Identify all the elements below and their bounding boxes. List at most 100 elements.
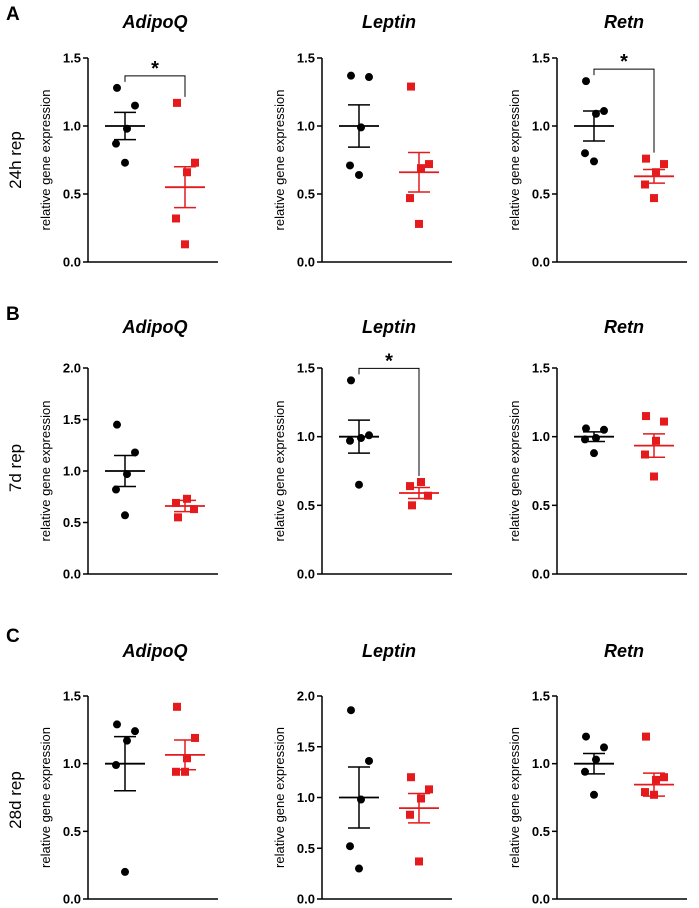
data-point bbox=[347, 71, 355, 80]
data-point bbox=[590, 449, 598, 458]
chart-panel: C 28d rep AdipoQ relative gene expression 0.… bbox=[6, 626, 218, 907]
y-tick-label: 0.5 bbox=[63, 824, 81, 839]
data-point bbox=[357, 434, 365, 443]
data-point bbox=[592, 434, 600, 443]
data-point bbox=[121, 867, 129, 876]
y-tick-label: 0.0 bbox=[63, 892, 81, 907]
y-axis-label: relative gene expression bbox=[272, 401, 287, 542]
y-tick-label: 1.5 bbox=[63, 689, 81, 704]
data-point bbox=[346, 436, 354, 445]
data-point bbox=[650, 194, 658, 203]
data-point bbox=[581, 435, 589, 444]
y-axis-label: relative gene expression bbox=[38, 401, 53, 542]
y-tick-label: 0.5 bbox=[63, 187, 81, 202]
y-axis-label: relative gene expression bbox=[38, 727, 53, 868]
data-point bbox=[191, 733, 199, 742]
panel-letter: C bbox=[6, 626, 20, 647]
data-point bbox=[365, 431, 373, 440]
data-point bbox=[173, 98, 181, 107]
data-point bbox=[355, 480, 363, 489]
data-point bbox=[365, 73, 373, 82]
y-tick-label: 0.5 bbox=[297, 498, 315, 513]
data-point bbox=[113, 420, 121, 429]
chart-title: Retn bbox=[604, 317, 644, 337]
data-point bbox=[417, 794, 425, 803]
y-tick-label: 0.5 bbox=[297, 841, 315, 856]
data-point bbox=[346, 161, 354, 170]
data-point bbox=[172, 214, 180, 223]
data-point bbox=[123, 736, 131, 745]
data-point bbox=[407, 82, 415, 91]
chart-panel: Retn relative gene expression 0.0 0.5 1.0 1.5… bbox=[507, 12, 687, 270]
chart-panel: Leptin relative gene expression 0.0 0.5 1.0 1… bbox=[272, 317, 452, 582]
y-tick-label: 1.0 bbox=[532, 429, 550, 444]
data-point bbox=[183, 754, 191, 763]
y-tick-label: 0.0 bbox=[532, 255, 550, 270]
data-point bbox=[346, 842, 354, 851]
data-point bbox=[600, 743, 608, 752]
data-point bbox=[123, 124, 131, 133]
y-tick-label: 0.0 bbox=[63, 567, 81, 582]
data-point bbox=[355, 864, 363, 873]
data-point bbox=[112, 139, 120, 148]
chart-title: Retn bbox=[604, 12, 644, 32]
data-point bbox=[660, 160, 668, 169]
y-tick-label: 1.0 bbox=[63, 464, 81, 479]
y-axis-label: relative gene expression bbox=[272, 727, 287, 868]
data-point bbox=[191, 158, 199, 167]
significance-star: * bbox=[151, 58, 159, 80]
data-point bbox=[408, 501, 416, 510]
significance-star: * bbox=[620, 51, 628, 73]
y-axis-label: relative gene expression bbox=[38, 90, 53, 231]
data-point bbox=[415, 219, 423, 228]
y-axis-label: relative gene expression bbox=[272, 90, 287, 231]
y-tick-label: 1.5 bbox=[532, 689, 550, 704]
data-point bbox=[650, 472, 658, 481]
significance-bracket bbox=[124, 75, 186, 97]
data-point bbox=[357, 123, 365, 132]
chart-panel: B 7d rep AdipoQ relative gene expression 0.0… bbox=[6, 304, 218, 582]
chart-title: AdipoQ bbox=[122, 12, 188, 32]
panel-letter: B bbox=[6, 304, 20, 325]
data-point bbox=[424, 491, 432, 500]
data-point bbox=[406, 482, 414, 491]
chart-panel: A 24h rep AdipoQ relative gene expression 0.… bbox=[6, 4, 218, 270]
y-tick-label: 0.0 bbox=[297, 255, 315, 270]
data-point bbox=[355, 170, 363, 179]
data-point bbox=[641, 450, 649, 459]
y-tick-label: 0.0 bbox=[532, 892, 550, 907]
y-tick-label: 0.0 bbox=[297, 892, 315, 907]
data-point bbox=[582, 77, 590, 86]
data-point bbox=[113, 720, 121, 729]
data-point bbox=[417, 477, 425, 486]
chart-panel: Retn relative gene expression 0.0 0.5 1.0 1.5 bbox=[507, 317, 687, 582]
y-tick-label: 0.5 bbox=[297, 187, 315, 202]
y-tick-label: 2.0 bbox=[297, 689, 315, 704]
y-tick-label: 1.0 bbox=[297, 429, 315, 444]
data-point bbox=[406, 810, 414, 819]
y-tick-label: 0.5 bbox=[532, 498, 550, 513]
y-tick-label: 1.5 bbox=[63, 51, 81, 66]
data-point bbox=[600, 107, 608, 116]
y-axis-label: relative gene expression bbox=[507, 727, 522, 868]
chart-title: Leptin bbox=[362, 641, 416, 661]
data-point bbox=[642, 412, 650, 421]
data-point bbox=[590, 790, 598, 799]
data-point bbox=[181, 240, 189, 249]
chart-title: AdipoQ bbox=[122, 317, 188, 337]
chart-title: Retn bbox=[604, 641, 644, 661]
data-point bbox=[581, 767, 589, 776]
data-point bbox=[600, 425, 608, 434]
chart-title: Leptin bbox=[362, 12, 416, 32]
data-point bbox=[652, 168, 660, 177]
data-point bbox=[415, 857, 423, 866]
data-point bbox=[590, 157, 598, 166]
chart-panel: Leptin relative gene expression 0.0 0.5 1.0 1… bbox=[272, 12, 452, 270]
data-point bbox=[641, 180, 649, 189]
data-point bbox=[406, 194, 414, 203]
row-label: 28d rep bbox=[6, 771, 25, 829]
data-point bbox=[652, 775, 660, 784]
data-point bbox=[172, 767, 180, 776]
y-tick-label: 0.0 bbox=[63, 255, 81, 270]
